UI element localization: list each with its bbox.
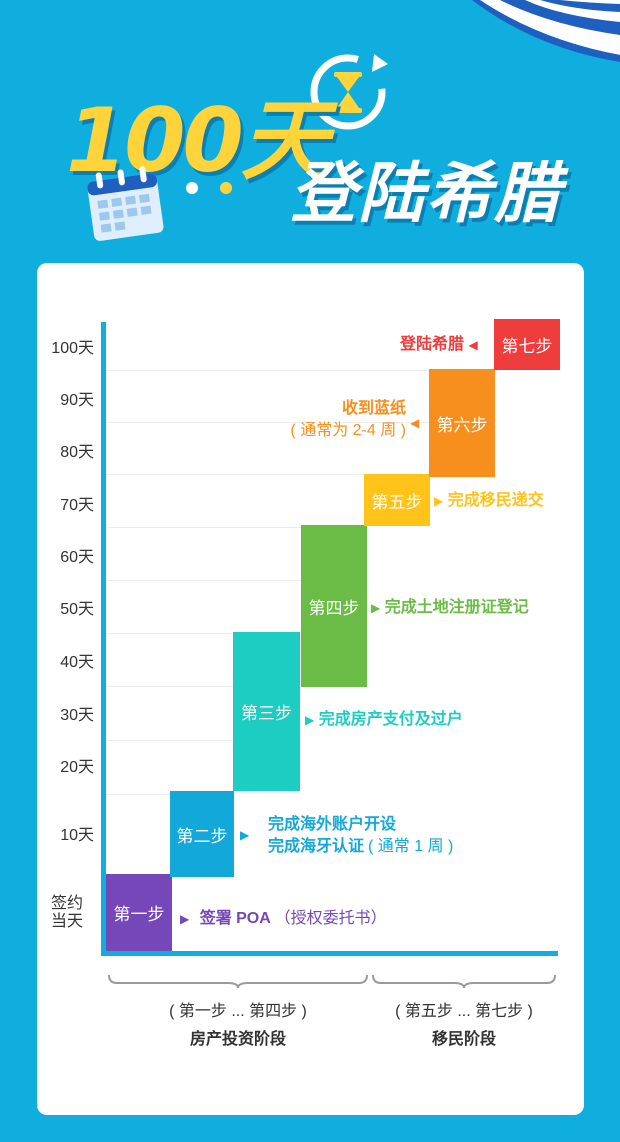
step-3-description: ▶ 完成房产支付及过户 — [305, 709, 463, 731]
arrow-left-icon: ◀ — [468, 338, 478, 352]
y-label-100: 100天 — [51, 340, 94, 357]
step-6-note: ( 通常为 2-4 周 ) — [290, 422, 406, 439]
step-5-description: ▶ 完成移民递交 — [434, 490, 544, 512]
step-2-box: 第二步 — [170, 791, 234, 877]
gridline — [106, 527, 302, 528]
step-7-description: 登陆希腊 ◀ — [400, 334, 478, 356]
step-4-description: ▶ 完成土地注册证登记 — [371, 597, 529, 619]
arrow-right-icon: ▶ — [371, 601, 381, 615]
step-2-line-1: 完成海外账户开设 — [268, 816, 397, 833]
y-label-60: 60天 — [60, 549, 94, 566]
phase-1-label: ( 第一步 ... 第四步 ) 房产投资阶段 — [107, 998, 369, 1054]
hourglass-clock-icon — [310, 54, 388, 130]
gridline — [106, 474, 434, 475]
gridline — [106, 370, 434, 371]
step-7-text: 登陆希腊 — [400, 336, 465, 353]
step-2-description: 完成海外账户开设 完成海牙认证( 通常 1 周 ) — [268, 814, 453, 858]
title-land-greece: 登陆希腊 — [290, 155, 562, 232]
gridline — [106, 740, 234, 741]
arrow-left-icon: ◀ — [410, 416, 420, 430]
arrow-right-icon: ▶ — [240, 828, 250, 842]
step-3-text: 完成房产支付及过户 — [318, 711, 463, 728]
y-axis — [101, 322, 106, 956]
gridline — [106, 633, 234, 634]
step-6-main: 收到蓝纸 — [341, 400, 406, 417]
y-label-10: 10天 — [60, 827, 94, 844]
step-1-note: （授权委托书） — [274, 910, 387, 927]
x-axis — [101, 951, 558, 956]
step-3-box: 第三步 — [233, 632, 300, 791]
step-6-description: 收到蓝纸 ( 通常为 2-4 周 ) — [270, 398, 406, 442]
y-label-70: 70天 — [60, 497, 94, 514]
arrow-right-icon: ▶ — [305, 713, 315, 727]
title-100-days: 100天 — [66, 89, 329, 192]
phase-2-range: ( 第五步 ... 第七步 ) — [395, 1003, 533, 1020]
y-label-80: 80天 — [60, 444, 94, 461]
step-1-main: 签署 POA — [199, 910, 271, 927]
step-6-box: 第六步 — [429, 369, 495, 477]
arrow-right-icon: ▶ — [180, 912, 190, 926]
step-5-text: 完成移民递交 — [447, 492, 544, 509]
step-4-box: 第四步 — [301, 525, 367, 687]
y-label-50: 50天 — [60, 601, 94, 618]
step-1-description: ▶ 签署 POA （授权委托书） — [180, 908, 387, 930]
y-label-signing-day: 签约 当天 — [50, 895, 83, 930]
phase-2-label: ( 第五步 ... 第七步 ) 移民阶段 — [371, 998, 557, 1054]
phase-1-brace — [108, 974, 368, 989]
step-1-box: 第一步 — [106, 874, 172, 951]
y-label-30: 30天 — [60, 707, 94, 724]
y-label-40: 40天 — [60, 654, 94, 671]
gridline — [106, 580, 302, 581]
greek-flag-decoration — [472, 0, 620, 62]
step-7-box: 第七步 — [494, 319, 560, 370]
phase-2-name: 移民阶段 — [431, 1031, 496, 1048]
step-2-note: ( 通常 1 周 ) — [368, 838, 454, 855]
gridline — [106, 794, 170, 795]
gridline — [106, 422, 434, 423]
arrow-right-icon: ▶ — [434, 494, 444, 508]
phase-1-name: 房产投资阶段 — [189, 1031, 286, 1048]
calendar-icon — [87, 166, 164, 241]
step-2-line-2: 完成海牙认证 — [268, 838, 365, 855]
y-label-20: 20天 — [60, 759, 94, 776]
phase-1-range: ( 第一步 ... 第四步 ) — [169, 1003, 307, 1020]
y-label-90: 90天 — [60, 392, 94, 409]
decorative-dots — [186, 182, 232, 194]
phase-2-brace — [372, 974, 556, 989]
gridline — [106, 686, 234, 687]
step-5-box: 第五步 — [364, 474, 430, 526]
step-4-text: 完成土地注册证登记 — [384, 599, 529, 616]
